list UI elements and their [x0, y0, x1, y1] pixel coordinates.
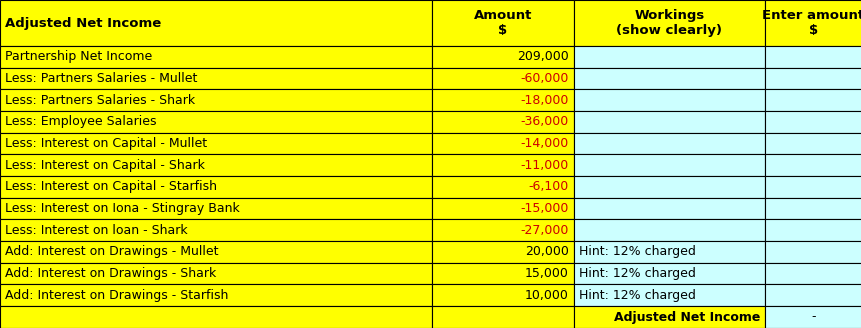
- Bar: [764, 306, 861, 328]
- Bar: [764, 198, 861, 219]
- Bar: [573, 176, 764, 198]
- Bar: [764, 284, 861, 306]
- Bar: [573, 241, 764, 263]
- Text: Adjusted Net Income: Adjusted Net Income: [613, 311, 759, 323]
- Bar: [0, 241, 431, 263]
- Bar: [431, 89, 573, 111]
- Bar: [431, 68, 573, 89]
- Bar: [0, 176, 431, 198]
- Text: -27,000: -27,000: [520, 224, 568, 237]
- Bar: [764, 46, 861, 68]
- Bar: [764, 0, 861, 46]
- Text: Less: Partners Salaries - Shark: Less: Partners Salaries - Shark: [5, 94, 195, 107]
- Text: Workings
(show clearly): Workings (show clearly): [616, 9, 722, 37]
- Bar: [431, 263, 573, 284]
- Text: Adjusted Net Income: Adjusted Net Income: [5, 16, 161, 30]
- Text: -15,000: -15,000: [520, 202, 568, 215]
- Text: Less: Employee Salaries: Less: Employee Salaries: [5, 115, 157, 128]
- Bar: [0, 111, 431, 133]
- Text: Partnership Net Income: Partnership Net Income: [5, 50, 152, 63]
- Bar: [573, 263, 764, 284]
- Bar: [431, 133, 573, 154]
- Bar: [573, 111, 764, 133]
- Bar: [0, 133, 431, 154]
- Bar: [0, 198, 431, 219]
- Bar: [573, 133, 764, 154]
- Text: Hint: 12% charged: Hint: 12% charged: [579, 289, 695, 302]
- Text: -60,000: -60,000: [520, 72, 568, 85]
- Text: Add: Interest on Drawings - Shark: Add: Interest on Drawings - Shark: [5, 267, 216, 280]
- Bar: [764, 241, 861, 263]
- Bar: [764, 219, 861, 241]
- Bar: [0, 154, 431, 176]
- Bar: [0, 263, 431, 284]
- Text: Less: Interest on Capital - Shark: Less: Interest on Capital - Shark: [5, 159, 205, 172]
- Bar: [573, 219, 764, 241]
- Bar: [573, 89, 764, 111]
- Bar: [764, 68, 861, 89]
- Bar: [764, 89, 861, 111]
- Text: Add: Interest on Drawings - Starfish: Add: Interest on Drawings - Starfish: [5, 289, 228, 302]
- Text: Amount
$: Amount $: [474, 9, 531, 37]
- Text: -14,000: -14,000: [520, 137, 568, 150]
- Bar: [431, 284, 573, 306]
- Bar: [0, 46, 431, 68]
- Bar: [0, 0, 431, 46]
- Text: Less: Partners Salaries - Mullet: Less: Partners Salaries - Mullet: [5, 72, 197, 85]
- Text: -36,000: -36,000: [520, 115, 568, 128]
- Bar: [573, 154, 764, 176]
- Bar: [764, 111, 861, 133]
- Text: 20,000: 20,000: [524, 245, 568, 258]
- Text: Hint: 12% charged: Hint: 12% charged: [579, 245, 695, 258]
- Bar: [573, 198, 764, 219]
- Bar: [764, 154, 861, 176]
- Text: Hint: 12% charged: Hint: 12% charged: [579, 267, 695, 280]
- Bar: [573, 306, 764, 328]
- Text: Less: Interest on Capital - Starfish: Less: Interest on Capital - Starfish: [5, 180, 217, 193]
- Bar: [431, 306, 573, 328]
- Text: Less: Interest on Capital - Mullet: Less: Interest on Capital - Mullet: [5, 137, 207, 150]
- Bar: [431, 219, 573, 241]
- Bar: [431, 241, 573, 263]
- Bar: [0, 219, 431, 241]
- Bar: [573, 0, 764, 46]
- Bar: [431, 0, 573, 46]
- Bar: [764, 133, 861, 154]
- Text: -6,100: -6,100: [528, 180, 568, 193]
- Bar: [431, 198, 573, 219]
- Bar: [0, 284, 431, 306]
- Bar: [573, 284, 764, 306]
- Bar: [431, 46, 573, 68]
- Text: -11,000: -11,000: [520, 159, 568, 172]
- Text: -: -: [810, 311, 815, 323]
- Text: Less: Interest on Iona - Stingray Bank: Less: Interest on Iona - Stingray Bank: [5, 202, 239, 215]
- Bar: [0, 306, 431, 328]
- Bar: [573, 68, 764, 89]
- Bar: [764, 176, 861, 198]
- Bar: [431, 111, 573, 133]
- Text: 209,000: 209,000: [517, 50, 568, 63]
- Bar: [764, 263, 861, 284]
- Bar: [573, 46, 764, 68]
- Bar: [431, 154, 573, 176]
- Text: -18,000: -18,000: [520, 94, 568, 107]
- Text: Add: Interest on Drawings - Mullet: Add: Interest on Drawings - Mullet: [5, 245, 218, 258]
- Bar: [0, 89, 431, 111]
- Bar: [431, 176, 573, 198]
- Text: Enter amount
$: Enter amount $: [761, 9, 861, 37]
- Text: 15,000: 15,000: [524, 267, 568, 280]
- Text: Less: Interest on loan - Shark: Less: Interest on loan - Shark: [5, 224, 188, 237]
- Bar: [0, 68, 431, 89]
- Text: 10,000: 10,000: [524, 289, 568, 302]
